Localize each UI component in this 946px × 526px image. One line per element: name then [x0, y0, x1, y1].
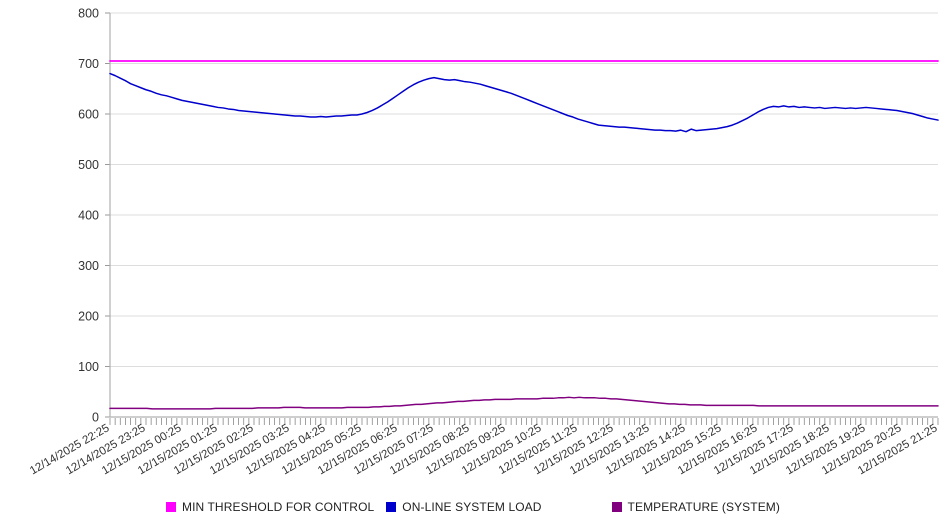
y-axis-tick-label: 300 — [78, 259, 99, 273]
y-axis-tick-label: 200 — [78, 310, 99, 324]
legend-label: MIN THRESHOLD FOR CONTROL — [181, 500, 375, 514]
y-axis-tick-label: 400 — [78, 209, 99, 223]
series-line — [109, 396, 939, 410]
y-axis-tick-label: 700 — [78, 57, 99, 71]
legend-label: ON-LINE SYSTEM LOAD — [402, 500, 542, 514]
chart-legend: MIN THRESHOLD FOR CONTROL ON-LINE SYSTEM … — [0, 496, 946, 518]
y-axis-tick-label: 800 — [78, 7, 99, 21]
series-line — [109, 72, 939, 133]
y-axis-tick-label: 100 — [78, 360, 99, 374]
legend-color-swatch — [165, 502, 176, 512]
legend-label: TEMPERATURE (SYSTEM) — [627, 500, 780, 514]
legend-item[interactable]: MIN THRESHOLD FOR CONTROL — [165, 496, 375, 518]
legend-item[interactable]: ON-LINE SYSTEM LOAD — [386, 496, 541, 518]
legend-color-swatch — [611, 502, 622, 512]
legend-spacer — [542, 507, 612, 508]
y-axis-tick-label: 600 — [78, 108, 99, 122]
y-axis-tick-label: 500 — [78, 158, 99, 172]
legend-color-swatch — [386, 502, 397, 512]
y-axis-tick-label: 0 — [92, 411, 99, 425]
legend-item[interactable]: TEMPERATURE (SYSTEM) — [611, 496, 780, 518]
